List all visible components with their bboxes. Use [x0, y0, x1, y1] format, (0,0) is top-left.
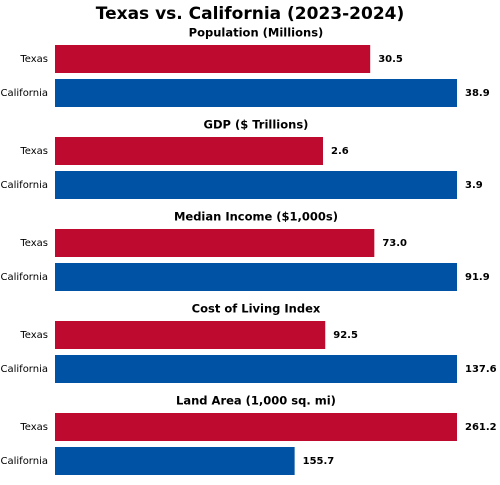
bar — [55, 263, 457, 291]
bar — [55, 447, 295, 475]
value-label: 137.6 — [465, 364, 497, 375]
y-tick-label: Texas — [19, 54, 48, 65]
bar — [55, 79, 457, 107]
value-label: 30.5 — [378, 54, 403, 65]
y-tick-label: Texas — [19, 238, 48, 249]
value-label: 91.9 — [465, 272, 490, 283]
bar — [55, 229, 375, 257]
bar — [55, 413, 457, 441]
bar — [55, 45, 371, 73]
y-tick-label: Texas — [19, 330, 48, 341]
value-label: 2.6 — [331, 146, 349, 157]
bar — [55, 171, 457, 199]
value-label: 3.9 — [465, 180, 483, 191]
y-tick-label: Texas — [19, 146, 48, 157]
bar — [55, 137, 323, 165]
y-tick-label: Texas — [19, 422, 48, 433]
bar — [55, 321, 326, 349]
y-tick-label: California — [1, 272, 49, 283]
value-label: 38.9 — [465, 88, 490, 99]
panel-title: Median Income ($1,000s) — [174, 210, 338, 224]
y-tick-label: California — [1, 364, 49, 375]
y-tick-label: California — [1, 456, 49, 467]
panel-title: Cost of Living Index — [192, 302, 321, 316]
bar — [55, 355, 457, 383]
value-label: 155.7 — [303, 456, 335, 467]
value-label: 73.0 — [382, 238, 407, 249]
panel-title: Population (Millions) — [189, 26, 324, 40]
panel-title: GDP ($ Trillions) — [204, 118, 309, 132]
panel-title: Land Area (1,000 sq. mi) — [176, 394, 336, 408]
value-label: 261.2 — [465, 422, 497, 433]
y-tick-label: California — [1, 88, 49, 99]
y-tick-label: California — [1, 180, 49, 191]
chart-title: Texas vs. California (2023-2024) — [96, 4, 405, 24]
value-label: 92.5 — [333, 330, 358, 341]
